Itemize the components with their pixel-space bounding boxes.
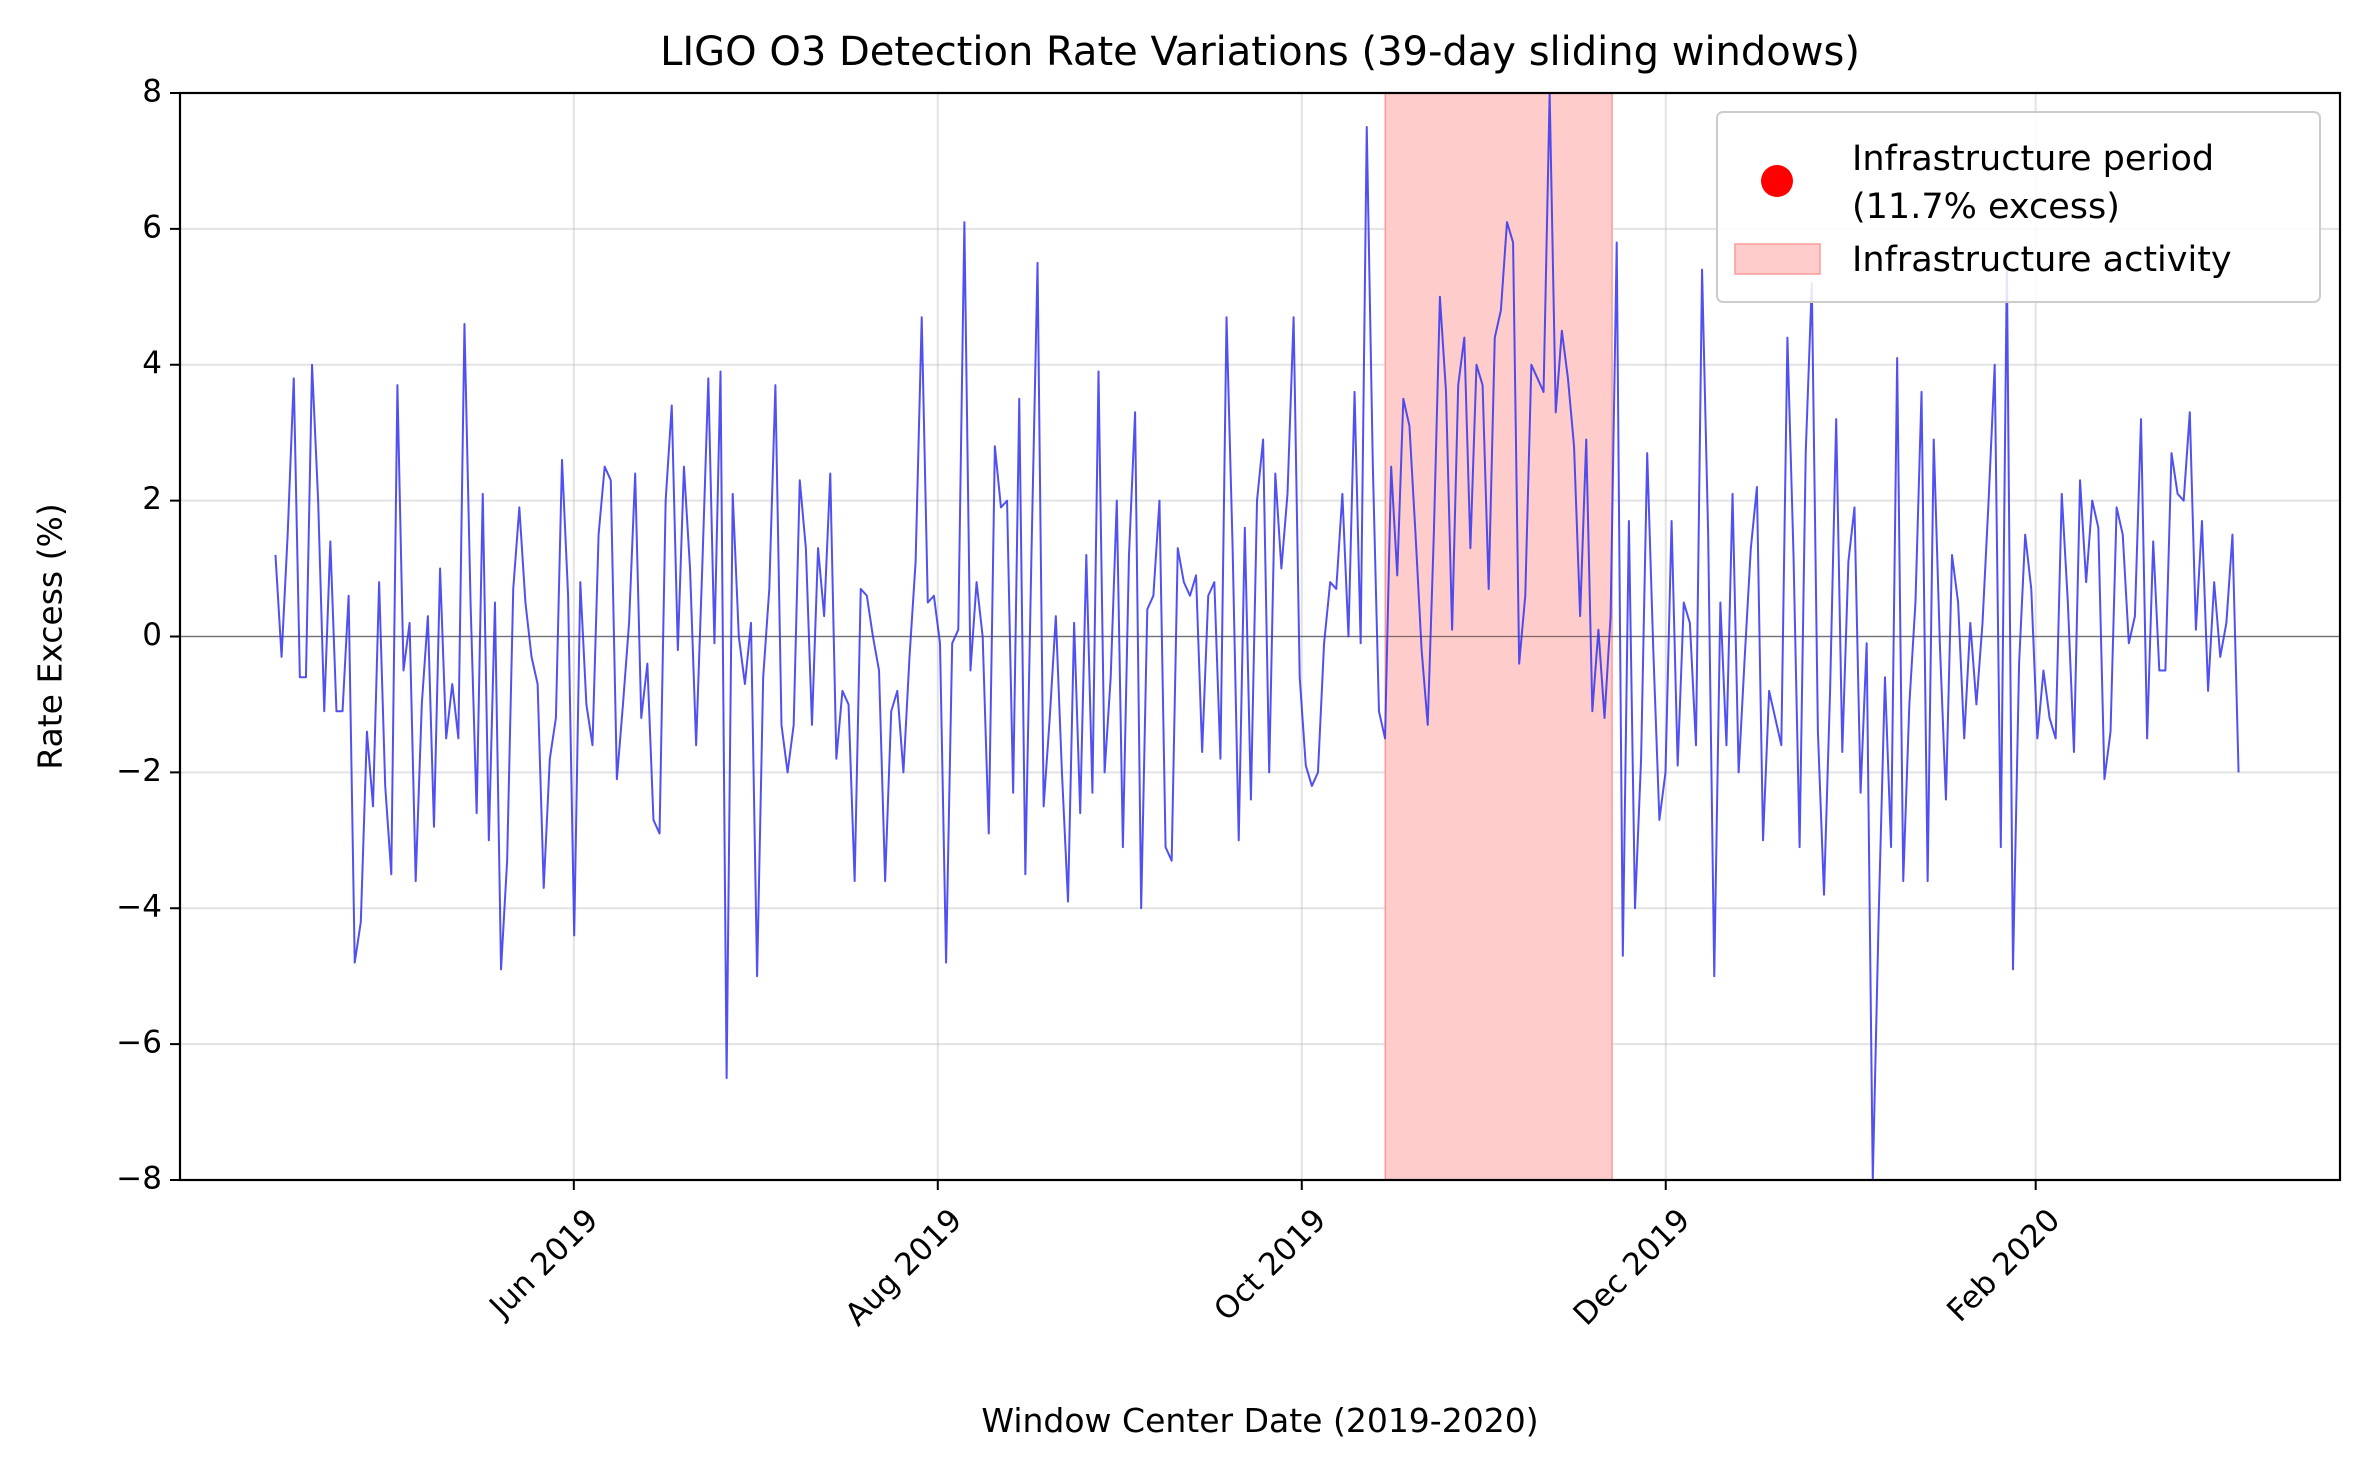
legend-patch-infrastructure-activity <box>1734 243 1821 275</box>
legend-marker-infrastructure-period <box>1761 165 1793 197</box>
y-tick-label: 6 <box>142 209 162 245</box>
y-axis-title: Rate Excess (%) <box>31 503 70 769</box>
legend-label-infrastructure-period: Infrastructure period <box>1852 139 2214 179</box>
y-tick-label: 0 <box>142 617 162 653</box>
y-tick-label: 8 <box>142 74 162 110</box>
rate-excess-series-line <box>274 92 2240 1181</box>
legend-label-infrastructure-activity: Infrastructure activity <box>1852 240 2232 280</box>
legend-label-infrastructure-period: (11.7% excess) <box>1852 187 2120 227</box>
legend-items: Infrastructure period (11.7% excess) Infra… <box>1734 139 2232 280</box>
y-tick-label: −8 <box>116 1161 162 1197</box>
y-axis-ticks: 8 6 4 2 0 −2 −4 −6 −8 <box>116 74 180 1197</box>
y-tick-label: −4 <box>116 889 162 925</box>
y-tick-label: 4 <box>142 345 162 381</box>
y-tick-label: 2 <box>142 481 162 517</box>
x-axis-title: Window Center Date (2019-2020) <box>981 1401 1538 1440</box>
series-layer <box>274 92 2240 1181</box>
legend-box <box>1716 111 2321 303</box>
chart-title: LIGO O3 Detection Rate Variations (39-da… <box>660 29 1860 75</box>
y-tick-label: −6 <box>116 1025 162 1061</box>
y-tick-label: −2 <box>116 753 162 789</box>
legend: Infrastructure period (11.7% excess) Infra… <box>1716 111 2321 303</box>
